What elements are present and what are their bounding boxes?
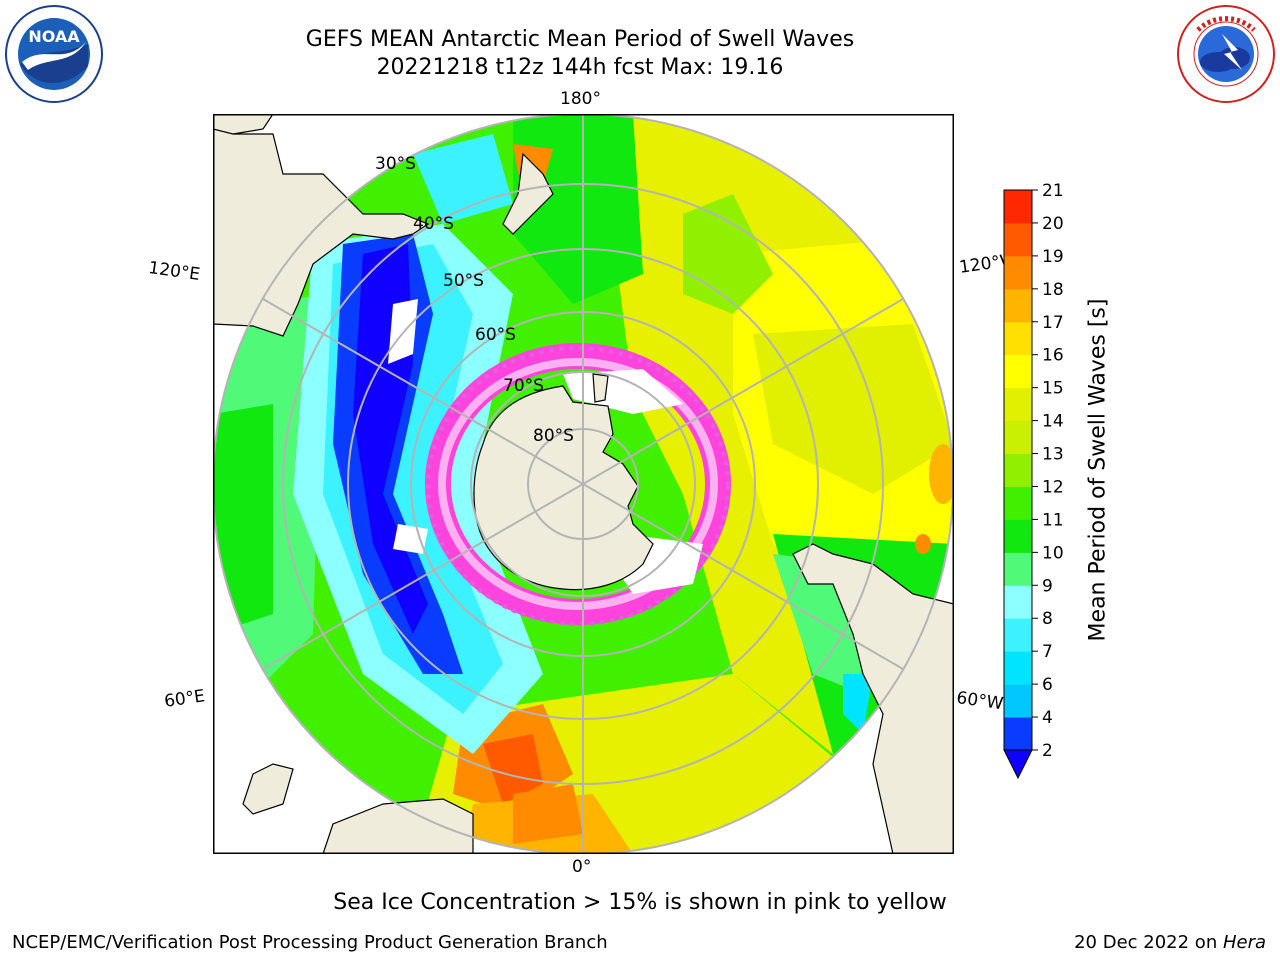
lat-label-60s: 60°S: [475, 325, 516, 345]
colorbar-svg: 2 4 6 7 8 9 10 11 12 13 14 15 16 17 18 19 20 21: [1003, 181, 1064, 780]
colorbar-segment: [1004, 354, 1032, 389]
polar-map: 30°S 40°S 50°S 60°S 70°S 80°S: [213, 114, 954, 854]
lat-label-40s: 40°S: [413, 214, 454, 234]
colorbar-tick-label: 15: [1042, 379, 1064, 399]
antarctic-peninsula: [592, 373, 609, 403]
new-zealand-land: [502, 152, 554, 235]
colorbar-segment: [1004, 321, 1032, 356]
nws-logo: [1176, 4, 1276, 104]
lon-label-180: 180°: [560, 89, 601, 109]
coastlines: [213, 114, 954, 854]
map-panel: 30°S 40°S 50°S 60°S 70°S 80°S: [213, 114, 954, 854]
lat-label-80s: 80°S: [533, 426, 574, 446]
machine-name: Hera: [1222, 932, 1266, 953]
noaa-logo-text: NOAA: [28, 27, 80, 46]
colorbar-tick-label: 16: [1042, 346, 1064, 366]
top-left-land: [213, 114, 274, 135]
lon-label-120e: 120°E: [147, 258, 202, 286]
colorbar-segment: [1004, 288, 1032, 323]
colorbar-segment: [1004, 585, 1032, 619]
chart-subtitle: 20221218 t12z 144h fcst Max: 19.16: [376, 55, 784, 80]
africa-land: [322, 798, 474, 854]
chart-title: GEFS MEAN Antarctic Mean Period of Swell…: [305, 27, 855, 52]
colorbar-segment: [1004, 519, 1032, 553]
colorbar-segment: [1004, 618, 1032, 652]
colorbar-tick-label: 11: [1042, 510, 1064, 530]
lat-label-30s: 30°S: [375, 154, 416, 174]
madagascar-land: [242, 763, 294, 815]
sea-ice-note: Sea Ice Concentration > 15% is shown in …: [333, 890, 947, 915]
colorbar-segment: [1004, 717, 1032, 751]
colorbar-tick-label: 14: [1042, 412, 1064, 432]
colorbar-tick-label: 13: [1042, 445, 1064, 465]
run-date: 20 Dec 2022 on Hera: [1074, 932, 1266, 953]
colorbar-segment: [1004, 552, 1032, 586]
lat-label-70s: 70°S: [503, 376, 544, 396]
run-date-text: 20 Dec 2022 on: [1074, 932, 1223, 953]
colorbar-segment: [1004, 651, 1032, 685]
colorbar-extend-arrow: [1003, 749, 1033, 780]
map-frame: [213, 114, 954, 854]
colorbar: 2 4 6 7 8 9 10 11 12 13 14 15 16 17 18 19 20 21: [990, 180, 1090, 800]
colorbar-frame: [1003, 189, 1033, 751]
colorbar-tick-label: 8: [1042, 609, 1053, 629]
colorbar-tick-label: 12: [1042, 477, 1064, 497]
colorbar-tick-label: 17: [1042, 313, 1064, 333]
lon-label-60e: 60°E: [163, 686, 207, 712]
colorbar-segment: [1004, 453, 1032, 487]
producer-credit: NCEP/EMC/Verification Post Processing Pr…: [12, 932, 608, 953]
colorbar-label: Mean Period of Swell Waves [s]: [1085, 298, 1111, 642]
colorbar-tick-label: 18: [1042, 280, 1064, 300]
colorbar-tick-label: 19: [1042, 247, 1064, 267]
colorbar-segment: [1004, 190, 1032, 224]
lon-label-0: 0°: [572, 857, 592, 877]
lat-label-50s: 50°S: [443, 271, 484, 291]
colorbar-segment: [1004, 222, 1032, 257]
colorbar-tick-label: 21: [1042, 181, 1064, 201]
colorbar-segment: [1004, 255, 1032, 290]
colorbar-segment: [1004, 420, 1032, 455]
australia-land: [213, 114, 430, 337]
colorbar-segment: [1004, 387, 1032, 422]
colorbar-tick-label: 4: [1042, 708, 1053, 728]
colorbar-tick-label: 20: [1042, 214, 1064, 234]
colorbar-tick-label: 7: [1042, 642, 1053, 662]
colorbar-tick-label: 10: [1042, 543, 1064, 563]
colorbar-tick-label: 9: [1042, 576, 1053, 596]
colorbar-tick-label: 2: [1042, 741, 1053, 761]
south-america-land: [792, 543, 954, 854]
colorbar-segment: [1004, 486, 1032, 520]
colorbar-tick-label: 6: [1042, 675, 1053, 695]
colorbar-segment: [1004, 684, 1032, 718]
noaa-logo: NOAA: [4, 4, 104, 104]
